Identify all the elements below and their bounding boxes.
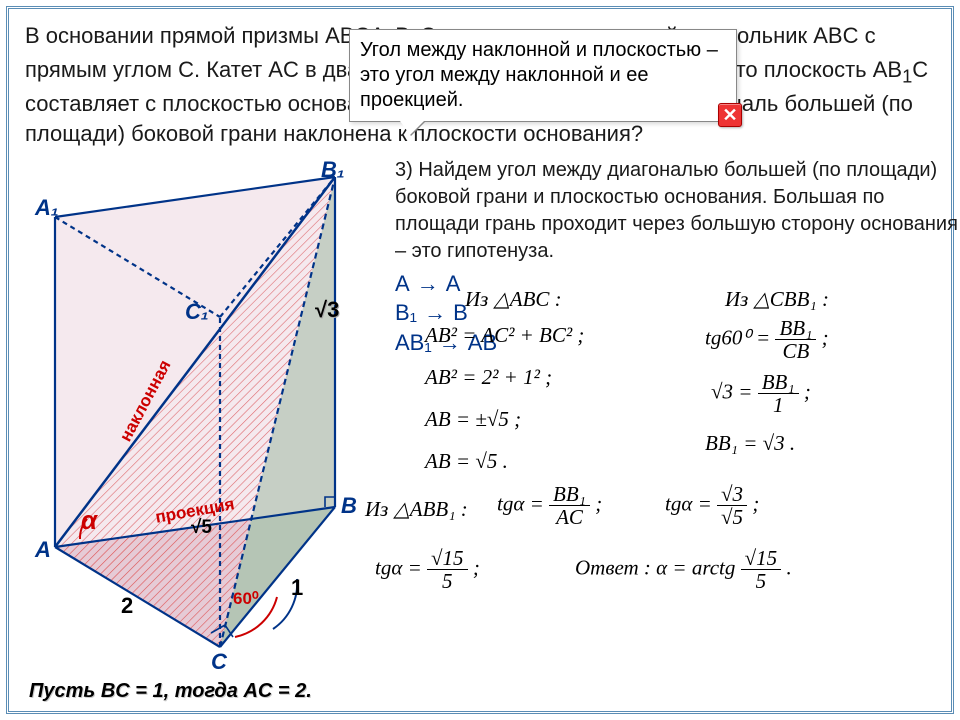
tooltip-text: Угол между наклонной и плоскостью – это … [360,39,718,111]
m14: Ответ : α = arctg √155 . [575,547,792,592]
label-alpha: α [81,505,97,536]
page-frame: В основании прямой призмы ABCA1B1C1 лежи… [6,6,954,714]
content-area: A B C A₁ B₁ C₁ 2 1 √3 √5 α 60⁰ наклонная… [25,157,935,697]
label-A1: A₁ [35,195,59,221]
m1: Из △ABC : [465,287,562,312]
label-2: 2 [121,593,133,619]
m6: Из △CBB₁ : [725,287,829,312]
m5: AB = √5 . [425,449,508,474]
label-sqrt3: √3 [315,297,339,323]
label-60: 60⁰ [233,589,259,609]
assumption-text: Пусть BC = 1, тогда AC = 2. [29,680,312,703]
label-C: C [211,649,227,675]
m2: AB² = AC² + BC² ; [425,323,584,348]
m11: tgα = BB₁AC ; [497,483,602,528]
m3: AB² = 2² + 1² ; [425,365,552,390]
m4: AB = ±√5 ; [425,407,521,432]
m13: tgα = √155 ; [375,547,480,592]
label-B1: B₁ [321,157,345,183]
m8: √3 = BB₁1 ; [711,371,811,416]
label-B: B [341,493,357,519]
m7: tg60⁰ = BB₁CB ; [705,317,829,362]
math-area: Из △ABC : AB² = AC² + BC² ; AB² = 2² + 1… [405,287,960,687]
label-C1: C₁ [185,299,209,325]
m9: BB₁ = √3 . [705,431,795,456]
m12: tgα = √3√5 ; [665,483,759,528]
label-1: 1 [291,575,303,601]
step3-text: 3) Найдем угол между диагональю большей … [395,157,960,265]
prism-diagram: A B C A₁ B₁ C₁ 2 1 √3 √5 α 60⁰ наклонная… [25,157,395,697]
label-A: A [35,537,51,563]
m10: Из △ABB₁ : [365,497,468,522]
tooltip-callout: Угол между наклонной и плоскостью – это … [349,29,737,122]
close-icon[interactable]: ✕ [718,103,742,127]
